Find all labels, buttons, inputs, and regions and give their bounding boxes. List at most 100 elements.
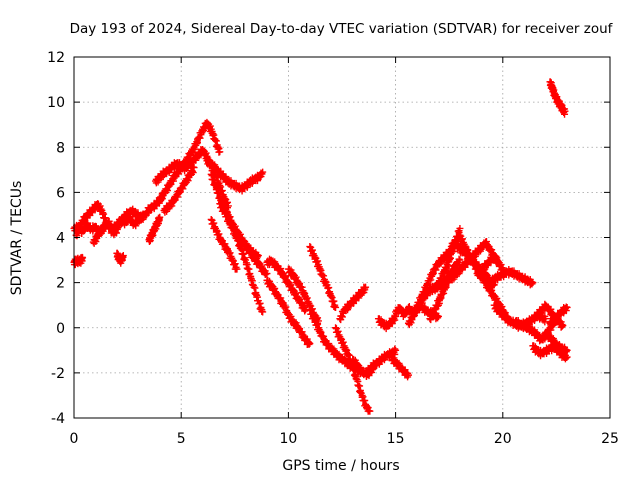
data-point	[456, 231, 464, 239]
data-point	[338, 313, 346, 321]
data-point	[421, 289, 429, 297]
data-point	[75, 228, 83, 236]
data-point	[358, 391, 366, 399]
x-tick-label: 0	[70, 431, 79, 447]
data-point	[169, 177, 177, 185]
data-point	[541, 318, 549, 326]
data-point	[163, 187, 171, 195]
data-point	[263, 270, 271, 278]
y-tick-label: 6	[56, 185, 65, 201]
data-point	[311, 317, 319, 325]
data-point	[214, 143, 222, 151]
data-point	[118, 220, 126, 228]
data-point	[327, 292, 335, 300]
data-point	[207, 215, 215, 223]
data-point	[144, 209, 152, 217]
data-point	[259, 168, 267, 176]
data-point	[442, 264, 450, 272]
data-point	[362, 283, 370, 291]
data-point	[448, 245, 456, 253]
data-point	[407, 319, 415, 327]
data-point	[216, 148, 224, 156]
chart-title: Day 193 of 2024, Sidereal Day-to-day VTE…	[70, 21, 614, 37]
data-point	[440, 272, 448, 280]
data-point	[196, 134, 204, 142]
data-point	[427, 276, 435, 284]
data-point	[456, 224, 464, 232]
data-point	[366, 407, 374, 415]
data-point	[190, 164, 198, 172]
data-point	[344, 306, 352, 314]
data-point	[212, 184, 220, 192]
data-point	[188, 149, 196, 157]
data-point	[184, 177, 192, 185]
data-point	[563, 346, 571, 354]
data-point	[80, 218, 88, 226]
data-point	[180, 163, 188, 171]
data-point	[477, 247, 485, 255]
data-point	[79, 254, 87, 262]
data-point	[452, 261, 460, 269]
x-tick-label: 15	[387, 431, 405, 447]
data-point	[429, 270, 437, 278]
data-point	[434, 312, 442, 320]
data-point	[563, 303, 571, 311]
data-point	[316, 327, 324, 335]
data-point	[321, 277, 329, 285]
data-point	[391, 316, 399, 324]
data-point	[563, 353, 571, 361]
data-point	[424, 280, 432, 288]
data-point	[420, 288, 428, 296]
data-point	[437, 291, 445, 299]
data-point	[332, 303, 340, 311]
y-tick-label: 2	[56, 276, 65, 292]
x-axis-label: GPS time / hours	[282, 458, 399, 474]
data-point	[332, 324, 340, 332]
data-point	[455, 270, 463, 278]
data-point	[311, 253, 319, 261]
data-point	[411, 308, 419, 316]
data-point	[412, 309, 420, 317]
data-point	[207, 170, 215, 178]
data-point	[316, 265, 324, 273]
data-point	[404, 371, 412, 379]
data-point	[97, 229, 105, 237]
data-point	[562, 307, 570, 315]
data-point	[529, 279, 537, 287]
data-point	[259, 308, 267, 316]
y-tick-label: -4	[51, 411, 65, 427]
data-point	[446, 251, 454, 259]
data-point	[99, 209, 107, 217]
data-point	[119, 252, 127, 260]
data-point	[156, 213, 164, 221]
data-point	[416, 299, 424, 307]
data-point	[456, 256, 464, 264]
data-point	[92, 238, 100, 246]
y-tick-label: 12	[47, 50, 65, 66]
data-point	[102, 220, 110, 228]
y-tick-label: -2	[51, 366, 65, 382]
data-point	[342, 345, 350, 353]
data-point	[254, 252, 262, 260]
data-point	[112, 229, 120, 237]
data-point	[185, 155, 193, 163]
y-axis-label: SDTVAR / TECUs	[9, 181, 25, 296]
data-point	[189, 169, 197, 177]
data-point	[416, 296, 424, 304]
data-point	[233, 265, 241, 273]
data-point	[300, 289, 308, 297]
x-tick-label: 25	[601, 431, 619, 447]
data-point	[306, 340, 314, 348]
data-point	[209, 130, 217, 138]
data-point	[337, 335, 345, 343]
data-point	[306, 306, 314, 314]
y-tick-label: 8	[56, 140, 65, 156]
axis-ticks: 0 5 10 15 20 25 -4 -2 0 2 4 6 8 10 12	[47, 50, 619, 447]
data-point	[229, 256, 237, 264]
data-point	[212, 226, 220, 234]
data-point	[432, 266, 440, 274]
data-point	[158, 195, 166, 203]
data-point	[191, 145, 199, 153]
data-point	[168, 202, 176, 210]
